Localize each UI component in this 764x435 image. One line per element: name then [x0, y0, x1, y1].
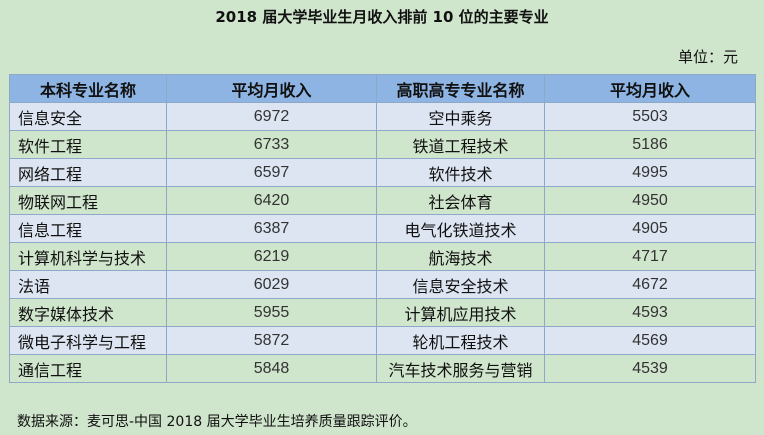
- cell-vocational-major: 空中乘务: [376, 102, 545, 131]
- cell-undergrad-major: 通信工程: [9, 354, 167, 383]
- cell-undergrad-major: 数字媒体技术: [9, 298, 167, 327]
- cell-undergrad-major: 信息工程: [9, 214, 167, 243]
- header-vocational-income: 平均月收入: [544, 74, 756, 103]
- cell-undergrad-major: 物联网工程: [9, 186, 167, 215]
- cell-undergrad-income: 5955: [166, 298, 377, 327]
- table-row: 物联网工程 6420 社会体育 4950: [9, 186, 756, 215]
- cell-undergrad-income: 6972: [166, 102, 377, 131]
- table-row: 计算机科学与技术 6219 航海技术 4717: [9, 242, 756, 271]
- table-row: 软件工程 6733 铁道工程技术 5186: [9, 130, 756, 159]
- table-row: 信息工程 6387 电气化铁道技术 4905: [9, 214, 756, 243]
- cell-undergrad-income: 6219: [166, 242, 377, 271]
- cell-vocational-major: 社会体育: [376, 186, 545, 215]
- cell-undergrad-income: 6733: [166, 130, 377, 159]
- table-row: 微电子科学与工程 5872 轮机工程技术 4569: [9, 326, 756, 355]
- cell-vocational-income: 4672: [544, 270, 756, 299]
- income-table: 本科专业名称 平均月收入 高职高专专业名称 平均月收入 信息安全 6972 空中乘务…: [9, 74, 756, 383]
- cell-vocational-major: 信息安全技术: [376, 270, 545, 299]
- cell-vocational-income: 5186: [544, 130, 756, 159]
- cell-undergrad-major: 网络工程: [9, 158, 167, 187]
- table-row: 网络工程 6597 软件技术 4995: [9, 158, 756, 187]
- cell-vocational-income: 4717: [544, 242, 756, 271]
- cell-undergrad-income: 6029: [166, 270, 377, 299]
- cell-vocational-major: 铁道工程技术: [376, 130, 545, 159]
- header-vocational-major: 高职高专专业名称: [376, 74, 545, 103]
- cell-vocational-major: 软件技术: [376, 158, 545, 187]
- cell-vocational-major: 航海技术: [376, 242, 545, 271]
- cell-vocational-major: 电气化铁道技术: [376, 214, 545, 243]
- cell-undergrad-major: 信息安全: [9, 102, 167, 131]
- page-title: 2018 届大学毕业生月收入排前 10 位的主要专业: [215, 8, 549, 26]
- cell-vocational-major: 汽车技术服务与营销: [376, 354, 545, 383]
- cell-undergrad-income: 6597: [166, 158, 377, 187]
- header-undergrad-major: 本科专业名称: [9, 74, 167, 103]
- cell-vocational-income: 4995: [544, 158, 756, 187]
- source-note: 数据来源：麦可思-中国 2018 届大学毕业生培养质量跟踪评价。: [17, 414, 417, 430]
- cell-vocational-major: 计算机应用技术: [376, 298, 545, 327]
- cell-undergrad-major: 计算机科学与技术: [9, 242, 167, 271]
- cell-vocational-income: 5503: [544, 102, 756, 131]
- cell-undergrad-major: 微电子科学与工程: [9, 326, 167, 355]
- cell-undergrad-major: 法语: [9, 270, 167, 299]
- table-row: 信息安全 6972 空中乘务 5503: [9, 102, 756, 131]
- table-header-row: 本科专业名称 平均月收入 高职高专专业名称 平均月收入: [9, 74, 756, 103]
- cell-undergrad-income: 5848: [166, 354, 377, 383]
- table-row: 通信工程 5848 汽车技术服务与营销 4539: [9, 354, 756, 383]
- cell-undergrad-major: 软件工程: [9, 130, 167, 159]
- table-row: 数字媒体技术 5955 计算机应用技术 4593: [9, 298, 756, 327]
- cell-vocational-income: 4905: [544, 214, 756, 243]
- unit-label: 单位：元: [677, 48, 738, 66]
- table-row: 法语 6029 信息安全技术 4672: [9, 270, 756, 299]
- header-undergrad-income: 平均月收入: [166, 74, 377, 103]
- cell-vocational-income: 4593: [544, 298, 756, 327]
- cell-vocational-income: 4950: [544, 186, 756, 215]
- cell-undergrad-income: 6420: [166, 186, 377, 215]
- cell-vocational-major: 轮机工程技术: [376, 326, 545, 355]
- cell-undergrad-income: 5872: [166, 326, 377, 355]
- cell-vocational-income: 4569: [544, 326, 756, 355]
- cell-vocational-income: 4539: [544, 354, 756, 383]
- cell-undergrad-income: 6387: [166, 214, 377, 243]
